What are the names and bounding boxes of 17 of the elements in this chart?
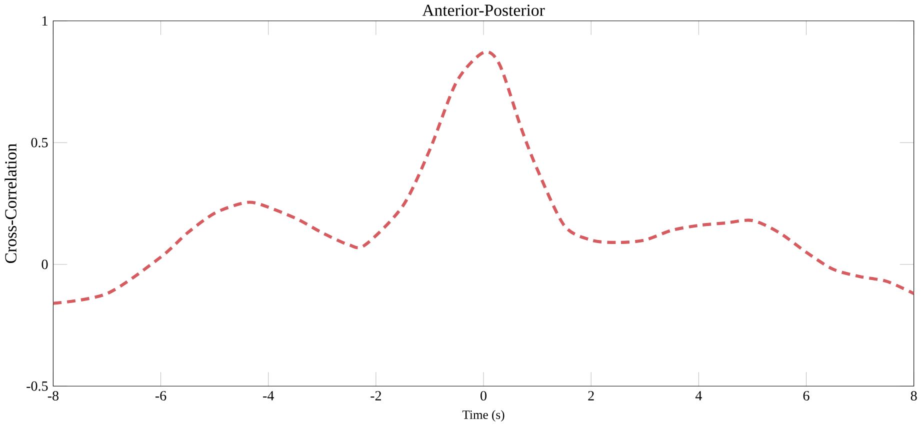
- y-tick-label: 1: [42, 16, 48, 26]
- y-tick-label: 0: [42, 260, 48, 269]
- y-tick-label: 0.5: [31, 138, 48, 148]
- x-tick-label: 0: [480, 390, 486, 400]
- y-tick-label: -0.5: [26, 381, 48, 391]
- x-tick-label: 2: [588, 390, 594, 400]
- x-axis-title: Time (s): [462, 410, 504, 422]
- line-series: [53, 50, 914, 305]
- x-tick-label: 4: [695, 390, 702, 400]
- x-tick-label: -4: [263, 390, 274, 400]
- x-tick-label: -2: [370, 390, 381, 400]
- x-tick-label: -8: [48, 390, 58, 400]
- chart-title: Anterior-Posterior: [422, 4, 545, 16]
- x-tick-label: 6: [803, 390, 810, 400]
- x-tick-label: 8: [910, 390, 917, 400]
- x-tick-label: -6: [155, 390, 166, 400]
- y-axis-title: Cross-Correlation: [4, 143, 16, 263]
